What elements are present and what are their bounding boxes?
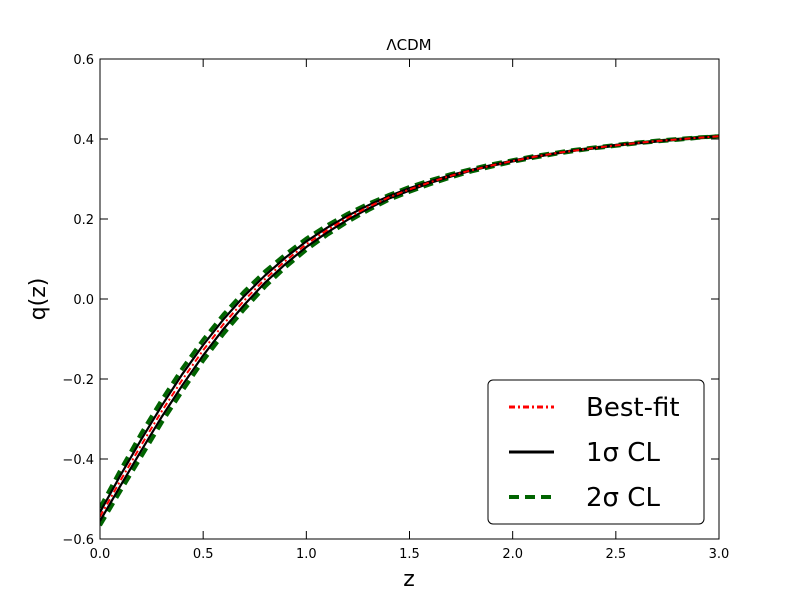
legend-label: 2σ CL xyxy=(586,483,660,513)
legend-label: Best-fit xyxy=(586,393,680,423)
y-tick-label: −0.6 xyxy=(62,533,94,548)
x-axis-label: z xyxy=(403,567,415,592)
x-tick-label: 1.5 xyxy=(399,547,420,562)
y-tick-label: 0.6 xyxy=(73,53,94,68)
x-tick-label: 0.0 xyxy=(90,547,111,562)
chart-title: ΛCDM xyxy=(386,36,431,54)
legend: Best-fit 1σ CL 2σ CL xyxy=(487,379,705,525)
y-tick-label: 0.2 xyxy=(73,213,94,228)
y-tick-label: 0.0 xyxy=(73,293,94,308)
y-axis-label: q(z) xyxy=(26,278,51,321)
x-tick-label: 0.5 xyxy=(193,547,214,562)
series-line-best-fit xyxy=(100,135,719,518)
x-tick-label: 2.5 xyxy=(605,547,626,562)
legend-box xyxy=(487,379,705,525)
legend-label: 1σ CL xyxy=(586,438,660,468)
x-tick-label: 3.0 xyxy=(709,547,730,562)
x-tick-label: 2.0 xyxy=(502,547,523,562)
y-tick-label: 0.4 xyxy=(73,133,94,148)
x-tick-label: 1.0 xyxy=(296,547,317,562)
y-tick-label: −0.2 xyxy=(62,373,94,388)
plot-frame xyxy=(99,58,720,540)
series-line-2-cl-upper- xyxy=(100,134,719,509)
y-tick-label: −0.4 xyxy=(62,453,94,468)
